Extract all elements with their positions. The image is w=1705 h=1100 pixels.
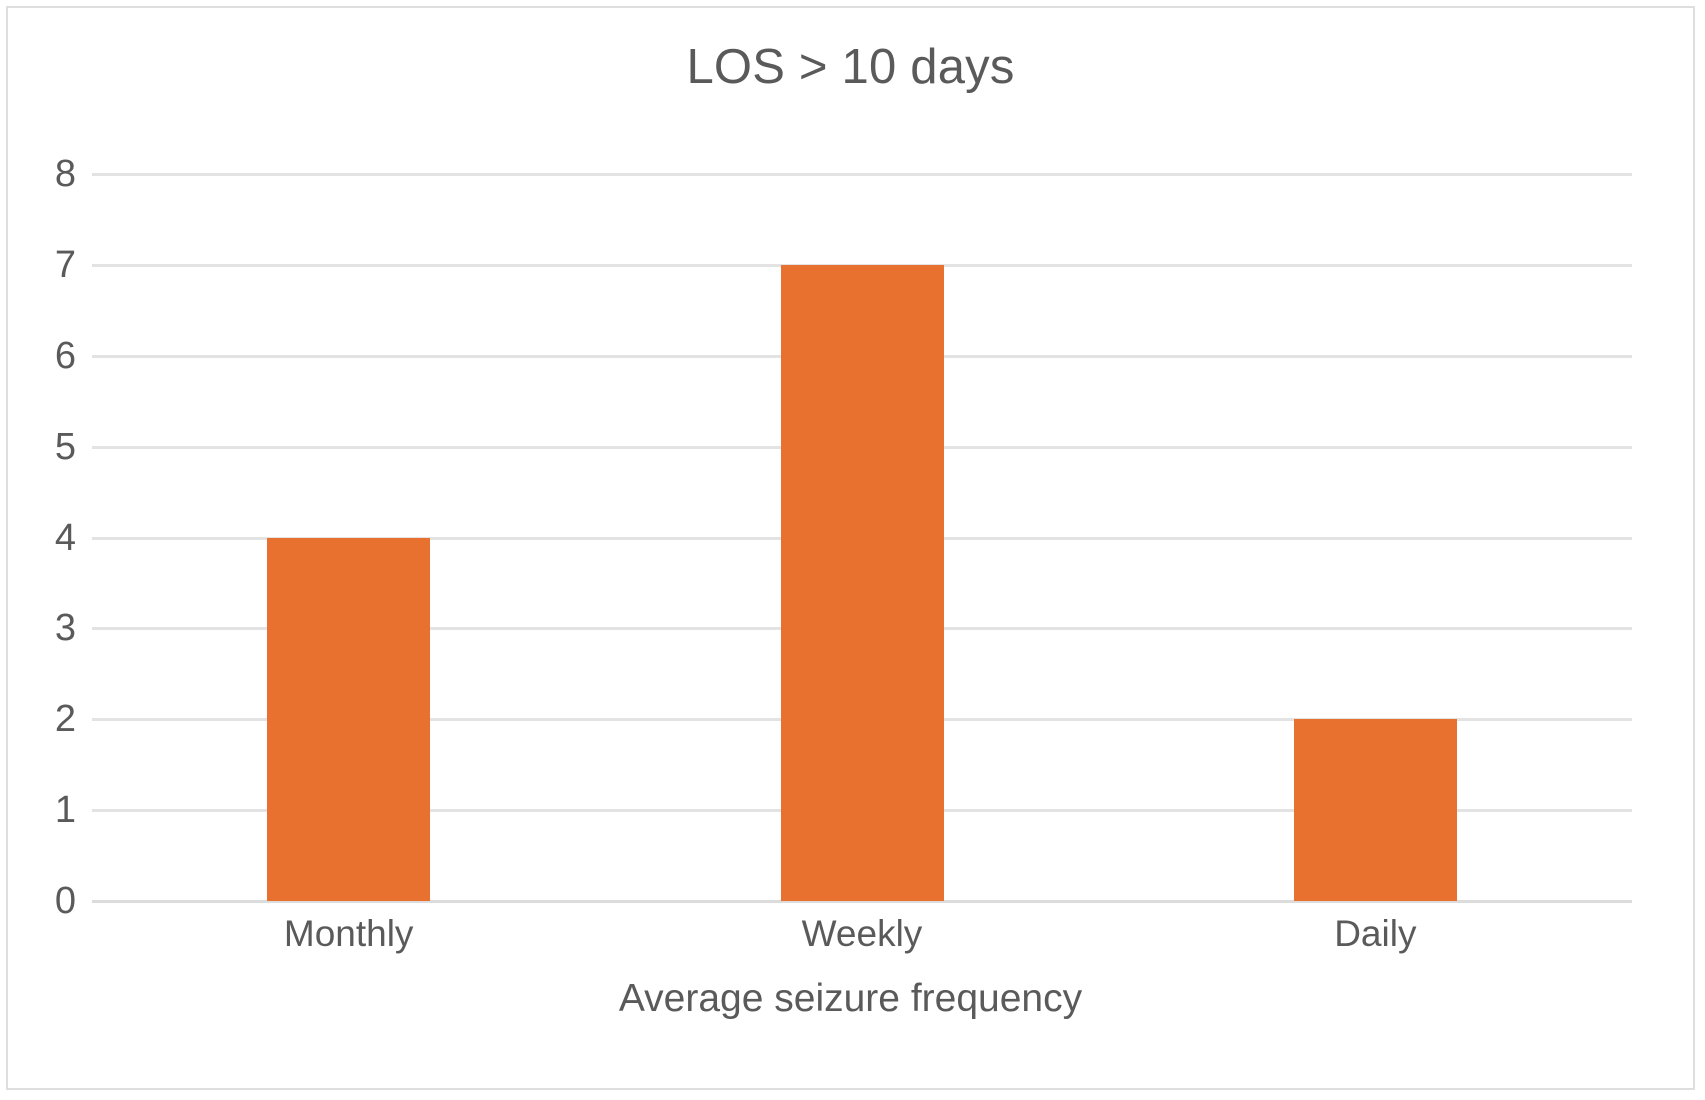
chart-container: LOS > 10 days 8 7 6 5 4 3 2 1 0 Monthly Weekly Dai… [6, 6, 1695, 1090]
y-axis-tick-label: 7 [54, 243, 76, 286]
bar-weekly[interactable] [780, 264, 944, 901]
plot-area [92, 173, 1632, 903]
y-axis-tick-label: 8 [54, 153, 76, 195]
gridline [92, 173, 1632, 176]
x-axis-title: Average seizure frequency [618, 977, 1083, 1020]
x-axis-label-weekly: Weekly [801, 913, 923, 954]
bar-daily[interactable] [1293, 719, 1457, 901]
y-axis-tick-label: 4 [54, 516, 76, 559]
x-axis-label-daily: Daily [1334, 913, 1417, 954]
x-axis-category-labels: Monthly Weekly Daily [92, 911, 1632, 967]
y-axis-tick-label: 1 [54, 789, 76, 832]
x-axis-label-monthly: Monthly [283, 913, 414, 954]
y-axis-tick-label: 6 [54, 334, 76, 377]
y-axis-tick-label: 2 [54, 698, 76, 741]
y-axis-tick-labels: 8 7 6 5 4 3 2 1 0 [8, 155, 76, 920]
gridline [92, 900, 1632, 903]
y-axis-tick-label: 3 [54, 607, 76, 650]
y-axis-tick-label: 0 [54, 880, 76, 922]
y-axis-tick-label: 5 [54, 425, 76, 468]
chart-title: LOS > 10 days [686, 40, 1015, 94]
bar-monthly[interactable] [267, 537, 431, 901]
